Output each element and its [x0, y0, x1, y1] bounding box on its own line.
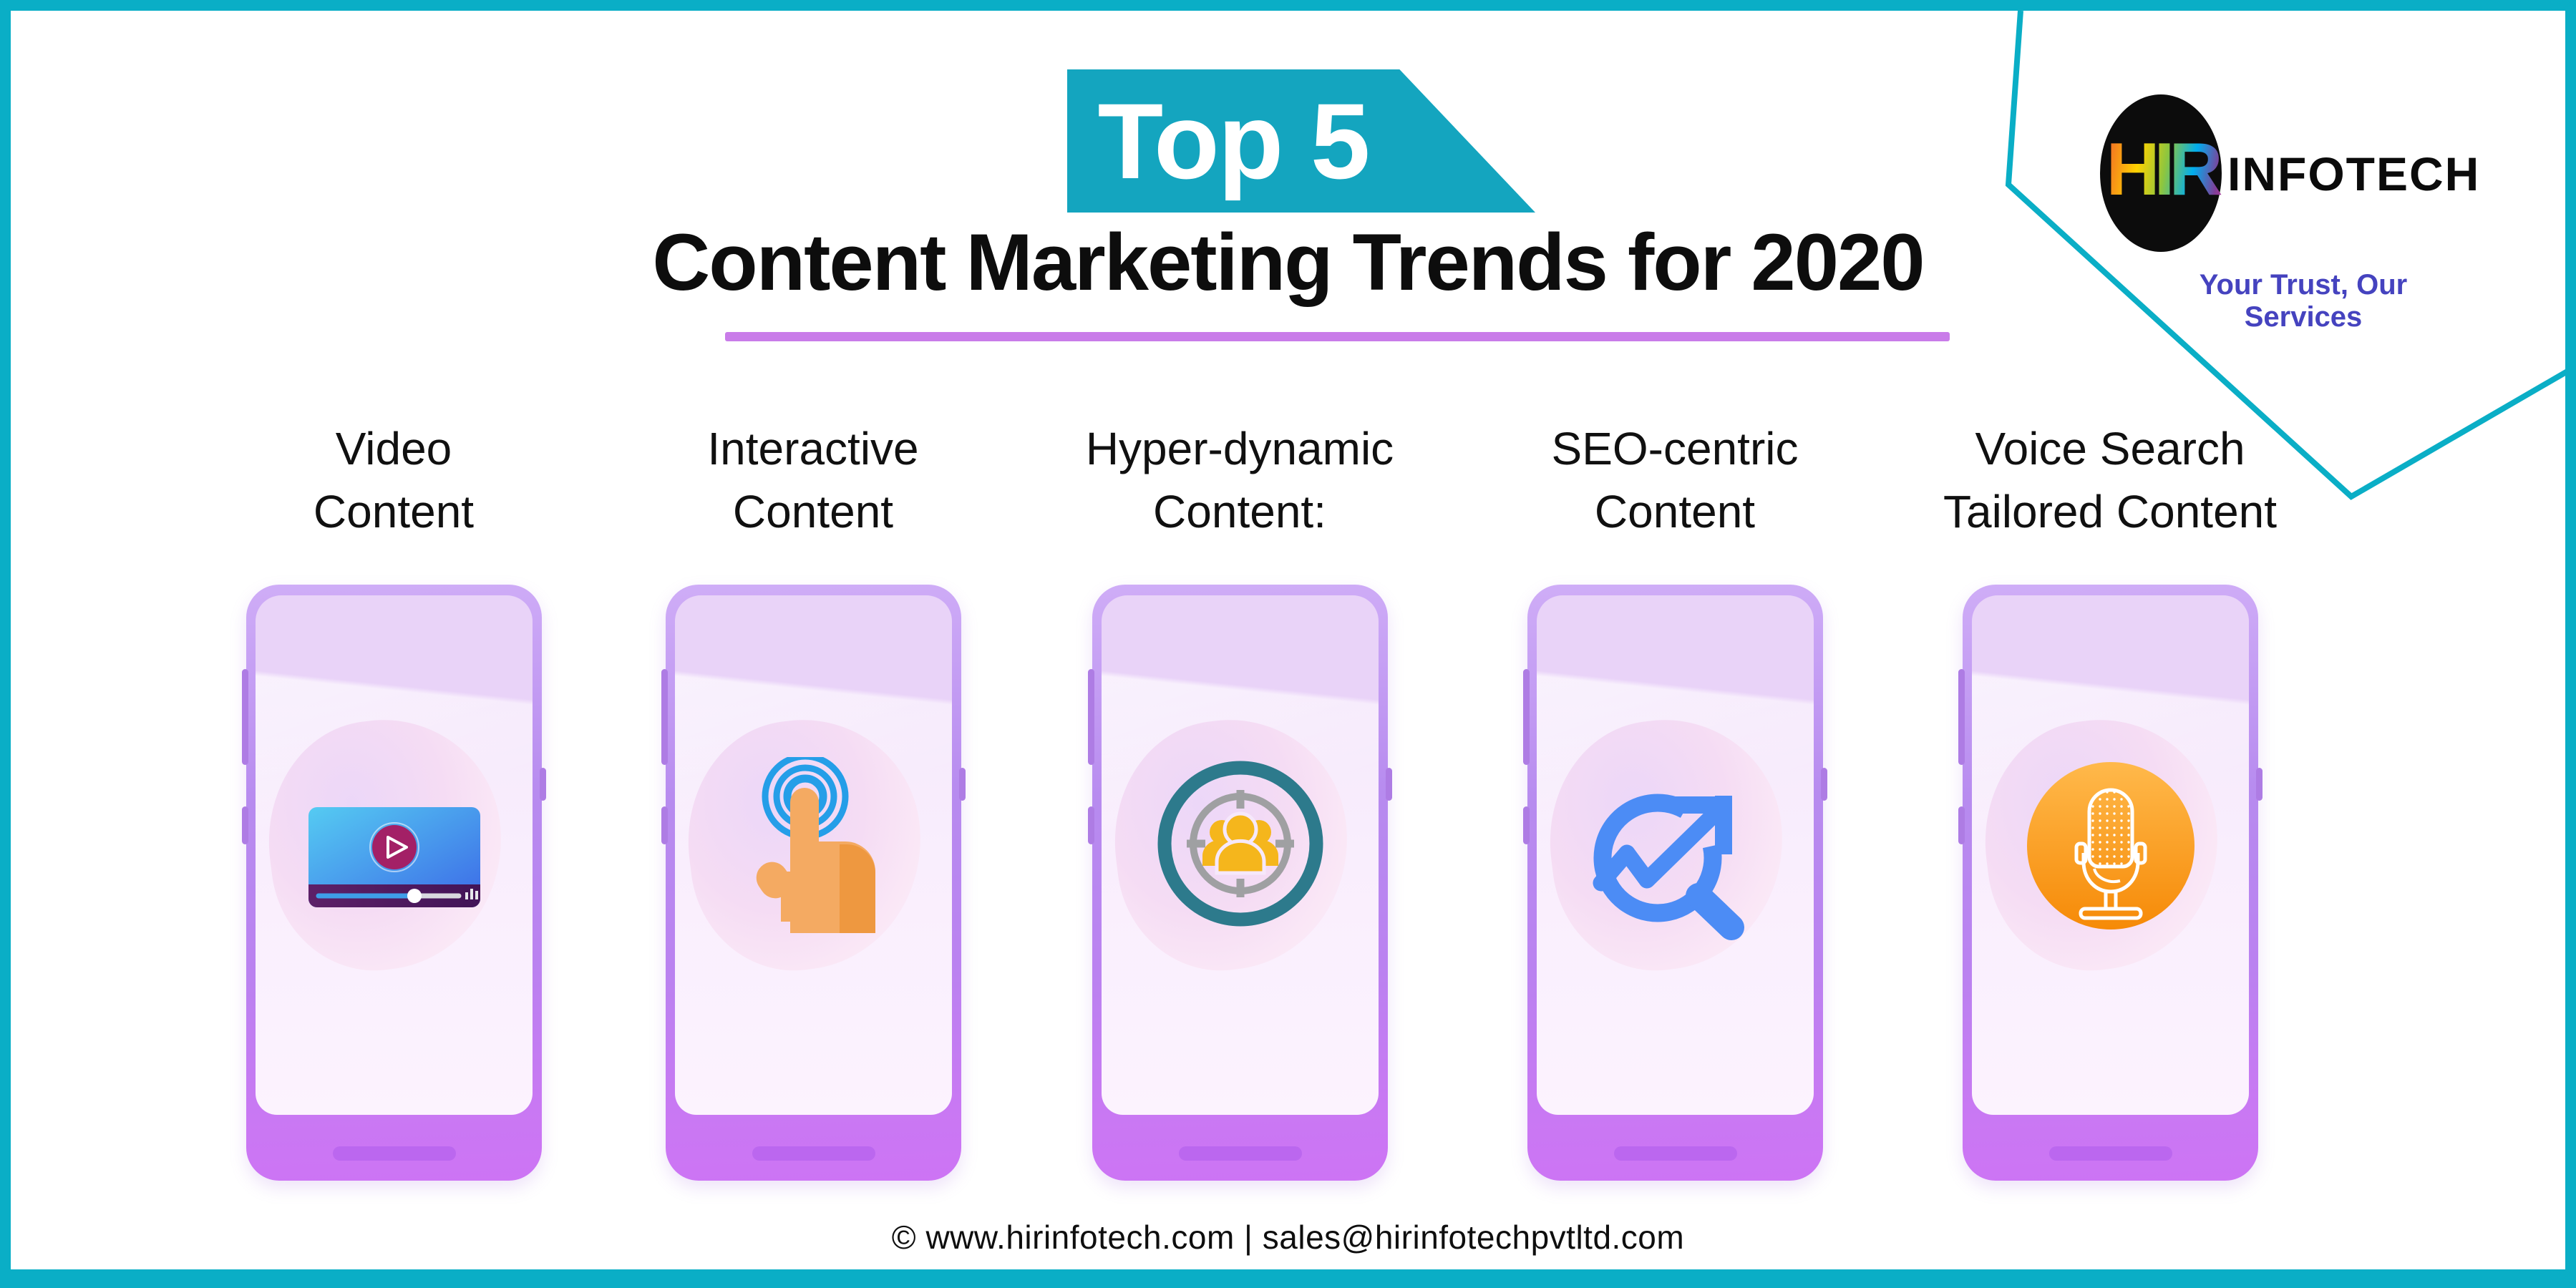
volume-button	[661, 806, 668, 844]
logo-badge-outline	[2005, 10, 2573, 500]
power-button	[959, 768, 966, 801]
volume-button	[1088, 669, 1094, 765]
top5-banner: Top 5	[1067, 69, 1535, 213]
power-button	[540, 768, 546, 801]
home-indicator	[752, 1146, 875, 1161]
trend-label-video: Video Content	[313, 423, 475, 537]
page-title: Content Marketing Trends for 2020	[652, 218, 1925, 307]
top5-banner-label: Top 5	[1097, 80, 1371, 201]
trend-label-hyper-dynamic: Hyper-dynamic Content:	[1085, 423, 1394, 537]
phone-screen	[1972, 595, 2249, 1115]
volume-button	[242, 669, 248, 765]
logo-monogram: HIR	[2090, 127, 2233, 213]
title-underline	[725, 332, 1950, 341]
logo-tagline: Your Trust, Our Services	[2199, 269, 2408, 333]
footer-contact: © www.hirinfotech.com | sales@hirinfotec…	[891, 1219, 1685, 1256]
trend-label-interactive: Interactive Content	[707, 423, 919, 537]
logo-circle	[2100, 94, 2222, 252]
volume-button	[242, 806, 248, 844]
seo-analytics-magnifier-icon	[1590, 776, 1761, 940]
home-indicator	[1613, 1146, 1737, 1161]
volume-button	[1958, 669, 1965, 765]
home-indicator	[2048, 1146, 2172, 1161]
phone-screen	[1537, 595, 1814, 1115]
phone-mockup-hyper-dynamic	[1088, 585, 1392, 1181]
power-button	[1386, 768, 1392, 801]
trend-label-voice-search: Voice Search Tailored Content	[1943, 423, 2278, 537]
tap-gesture-icon	[752, 753, 875, 933]
volume-button	[1523, 806, 1530, 844]
trend-label-seo-centric: SEO-centric Content	[1551, 423, 1799, 537]
home-indicator	[332, 1146, 456, 1161]
phone-screen	[256, 595, 533, 1115]
volume-button	[1523, 669, 1530, 765]
volume-button	[1088, 806, 1094, 844]
phone-screen	[675, 595, 952, 1115]
phone-screen	[1102, 595, 1379, 1115]
power-button	[1821, 768, 1827, 801]
volume-button	[1958, 806, 1965, 844]
logo-wordmark: INFOTECH	[2227, 147, 2481, 200]
video-player-icon	[308, 807, 480, 907]
phone-mockup-video	[242, 585, 546, 1181]
volume-button	[661, 669, 668, 765]
microphone-icon	[2026, 761, 2195, 930]
phone-mockup-interactive	[661, 585, 966, 1181]
audience-target-icon	[1155, 758, 1326, 929]
phone-mockup-voice	[1958, 585, 2262, 1181]
phone-mockup-seo	[1523, 585, 1827, 1181]
power-button	[2256, 768, 2262, 801]
home-indicator	[1178, 1146, 1302, 1161]
